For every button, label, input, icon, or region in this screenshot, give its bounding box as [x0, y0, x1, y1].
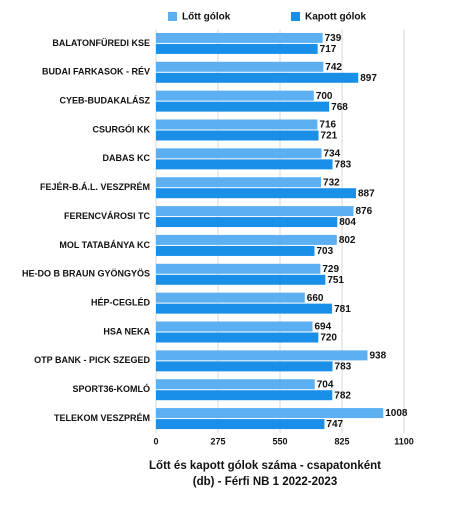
value-label: 938: [369, 350, 386, 361]
value-label: 751: [327, 275, 344, 286]
bar: [156, 130, 319, 141]
y-tick-label: CSURGÓI KK: [92, 123, 150, 134]
bar: [156, 379, 315, 390]
bar: [156, 419, 325, 430]
y-tick-label: BUDAI FARKASOK - RÉV: [42, 67, 150, 77]
y-tick-label: DABAS KC: [102, 153, 150, 163]
y-tick-label: FERENCVÁROSI TC: [64, 211, 151, 221]
value-label: 704: [317, 379, 334, 390]
bar: [156, 90, 314, 101]
y-tick-label: TELEKOM VESZPRÉM: [54, 413, 150, 423]
bar: [156, 177, 322, 188]
value-label: 802: [339, 235, 356, 246]
value-label: 1008: [385, 408, 408, 419]
value-label: 783: [335, 159, 352, 170]
value-label: 804: [339, 217, 356, 228]
legend-label: Kapott gólok: [305, 12, 367, 23]
value-label: 783: [335, 361, 352, 372]
value-label: 747: [326, 419, 343, 430]
x-tick-label: 550: [272, 436, 287, 446]
value-label: 742: [325, 62, 342, 73]
y-tick-label: CYEB-BUDAKALÁSZ: [60, 96, 151, 106]
value-label: 716: [319, 120, 336, 131]
value-label: 768: [331, 102, 348, 113]
bar: [156, 234, 337, 245]
x-tick-label: 825: [334, 436, 349, 446]
bar: [156, 274, 326, 285]
bar: [156, 32, 323, 43]
bar: [156, 292, 305, 303]
value-label: 720: [320, 333, 337, 344]
value-label: 782: [334, 390, 351, 401]
bar: [156, 350, 368, 361]
bar: [156, 263, 321, 274]
y-tick-label: HSA NEKA: [103, 326, 150, 336]
bar: [156, 188, 356, 199]
bar: [156, 148, 322, 159]
value-label: 739: [325, 33, 342, 44]
bar: [156, 361, 333, 372]
value-label: 876: [355, 206, 372, 217]
y-tick-label: FEJÉR-B.Á.L. VESZPRÉM: [40, 182, 150, 192]
bar: [156, 245, 315, 256]
bar: [156, 72, 359, 83]
chart-subtitle: (db) - Férfi NB 1 2022-2023: [193, 476, 337, 488]
x-tick-label: 275: [210, 436, 225, 446]
y-tick-label: OTP BANK - PICK SZEGED: [34, 355, 150, 365]
bar: [156, 206, 354, 217]
x-tick-label: 1100: [394, 436, 414, 446]
y-tick-label: BALATONFÜREDI KSE: [52, 38, 150, 48]
bar: [156, 303, 333, 314]
bar: [156, 159, 333, 170]
bar: [156, 390, 333, 401]
bar: [156, 332, 319, 343]
legend-label: Lőtt gólok: [182, 12, 231, 23]
value-label: 694: [314, 322, 331, 333]
value-label: 721: [321, 131, 338, 142]
legend-swatch: [291, 12, 300, 21]
bar: [156, 119, 318, 130]
value-label: 729: [322, 264, 339, 275]
y-tick-label: SPORT36-KOMLÓ: [72, 383, 150, 394]
y-tick-label: HE-DO B BRAUN GYÖNGYÖS: [22, 269, 150, 279]
value-label: 781: [334, 304, 351, 315]
value-label: 732: [323, 177, 340, 188]
value-label: 703: [316, 246, 333, 257]
bar: [156, 43, 318, 54]
legend-swatch: [168, 12, 177, 21]
value-label: 897: [360, 73, 377, 84]
y-tick-label: HÉP-CEGLÉD: [91, 298, 151, 308]
bar: [156, 101, 330, 112]
value-label: 734: [323, 148, 340, 159]
value-label: 660: [307, 293, 324, 304]
bar: [156, 61, 324, 72]
chart-title: Lőtt és kapott gólok száma - csapatonkén…: [149, 460, 381, 472]
value-label: 887: [358, 188, 375, 199]
value-label: 717: [320, 44, 337, 55]
bar: [156, 217, 338, 228]
value-label: 700: [316, 91, 333, 102]
bar: [156, 321, 313, 332]
bar: [156, 408, 384, 419]
y-tick-label: MOL TATABÁNYA KC: [59, 240, 150, 250]
x-tick-label: 0: [153, 436, 158, 446]
